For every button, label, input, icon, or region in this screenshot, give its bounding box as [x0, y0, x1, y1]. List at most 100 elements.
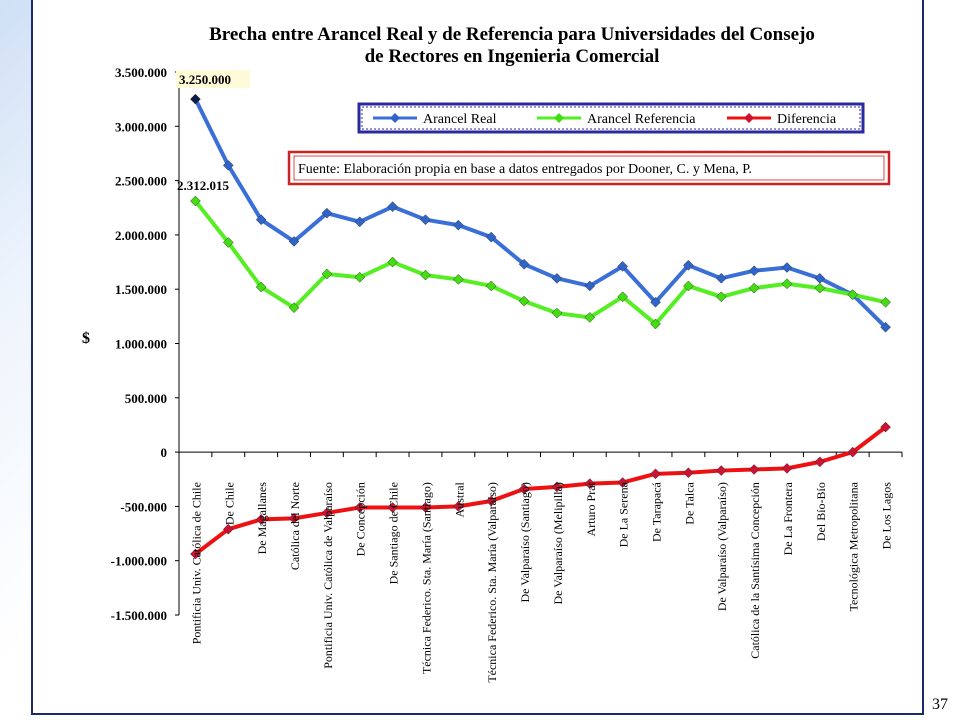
series-line-2: [194, 425, 887, 556]
data-point: [748, 464, 760, 475]
annotation-bg: [176, 70, 250, 88]
slide-frame: Brecha entre Arancel Real y de Referenci…: [31, 0, 924, 715]
category-label: Austral: [452, 481, 466, 517]
data-point: [880, 421, 891, 433]
data-point: [321, 268, 333, 280]
data-point: [452, 501, 464, 512]
category-label: De Talca: [682, 481, 696, 524]
data-point: [584, 478, 596, 489]
legend-box: [357, 102, 865, 134]
category-label: Del Bío-Bío: [814, 482, 828, 541]
data-point: [255, 514, 267, 525]
data-point: [650, 318, 661, 330]
data-point: [255, 281, 267, 293]
data-point: [748, 282, 760, 294]
y-axis-label: $: [82, 330, 90, 347]
data-point: [387, 502, 398, 513]
data-point: [288, 236, 300, 247]
data-point: [584, 280, 596, 292]
category-label: De Magallanes: [255, 482, 269, 555]
y-tick-label: -1.500.000: [111, 608, 167, 623]
category-label: De Valparaíso (Santiago): [518, 482, 532, 602]
source-note-inner: [293, 155, 885, 181]
data-point: [748, 265, 760, 277]
category-label: Pontificia Univ. Católica de Valparaíso: [321, 482, 335, 669]
data-point: [190, 195, 201, 207]
data-point: [551, 307, 563, 319]
chart-title-line: Brecha entre Arancel Real y de Referenci…: [209, 24, 815, 45]
legend-label: Arancel Real: [423, 112, 497, 127]
data-point: [222, 237, 234, 248]
data-point: [452, 274, 464, 285]
data-label: 3.250.000: [179, 72, 231, 87]
data-point: [387, 201, 398, 213]
category-label: Tecnológica Metropolitana: [847, 481, 861, 611]
data-point: [321, 207, 333, 219]
y-tick-label: 3.000.000: [115, 119, 167, 134]
data-point: [650, 468, 661, 480]
data-point: [255, 214, 267, 226]
data-point: [880, 321, 891, 333]
data-point: [617, 291, 629, 303]
data-point: [880, 296, 891, 308]
line-chart: Brecha entre Arancel Real y de Referenci…: [82, 24, 903, 683]
source-note-box: [287, 150, 891, 186]
data-point: [518, 483, 530, 495]
data-point: [288, 302, 300, 314]
data-point: [354, 271, 366, 283]
data-point: [452, 219, 464, 231]
data-point: [551, 272, 563, 284]
data-point: [485, 495, 497, 507]
data-point: [584, 312, 596, 323]
data-point: [617, 261, 629, 272]
data-point: [715, 272, 727, 284]
legend-swatch-marker: [390, 113, 400, 123]
series-line-1: [193, 199, 887, 326]
chart-title-line: de Rectores en Ingenieria Comercial: [365, 46, 660, 67]
y-tick-label: 2.500.000: [115, 174, 167, 189]
y-tick-label: -1.000.000: [111, 554, 167, 569]
y-tick-label: 500.000: [125, 391, 167, 406]
data-point: [222, 523, 234, 535]
data-point: [288, 512, 300, 524]
data-point: [847, 446, 859, 458]
data-point: [814, 456, 826, 468]
data-point: [847, 289, 859, 300]
data-point: [190, 548, 201, 560]
y-tick-label: 1.000.000: [115, 337, 167, 352]
legend-label: Arancel Referencia: [587, 112, 696, 127]
y-tick-label: 3.500.000: [115, 65, 167, 80]
legend-label: Diferencia: [777, 112, 837, 127]
category-label: Católica de la Santísima Concepción: [748, 482, 762, 659]
data-point: [683, 280, 694, 292]
category-label: Técnica Federico. Sta. María (Santiago): [419, 482, 433, 674]
category-label: De Chile: [222, 482, 236, 525]
category-label: Técnica Federico. Sta. María (Valparaíso…: [485, 482, 499, 683]
data-point: [781, 463, 793, 474]
series-line-0: [193, 98, 887, 329]
data-point: [683, 467, 694, 479]
data-point: [420, 214, 431, 226]
data-point: [190, 93, 201, 105]
category-label: De Valparaíso (Valparaíso): [715, 482, 729, 611]
category-label: Arturo Prat: [584, 481, 598, 536]
data-point: [683, 259, 694, 271]
y-tick-label: 0: [161, 445, 168, 460]
y-tick-label: 2.000.000: [115, 228, 167, 243]
data-point: [781, 278, 793, 290]
data-point: [650, 296, 661, 308]
data-point: [485, 280, 497, 292]
data-point: [518, 295, 530, 307]
data-point: [781, 262, 793, 273]
category-label: De Santiago de Chile: [387, 482, 401, 584]
data-point: [420, 502, 431, 513]
legend-swatch-marker: [554, 113, 564, 123]
data-point: [715, 465, 727, 476]
data-point: [222, 160, 234, 171]
data-point: [420, 269, 431, 281]
y-tick-label: 1.500.000: [115, 282, 167, 297]
category-label: Pontificia Univ. Católica de Chile: [189, 482, 203, 644]
data-point: [814, 282, 826, 294]
category-label: De Los Lagos: [880, 482, 894, 550]
category-label: De La Serena: [617, 481, 631, 547]
